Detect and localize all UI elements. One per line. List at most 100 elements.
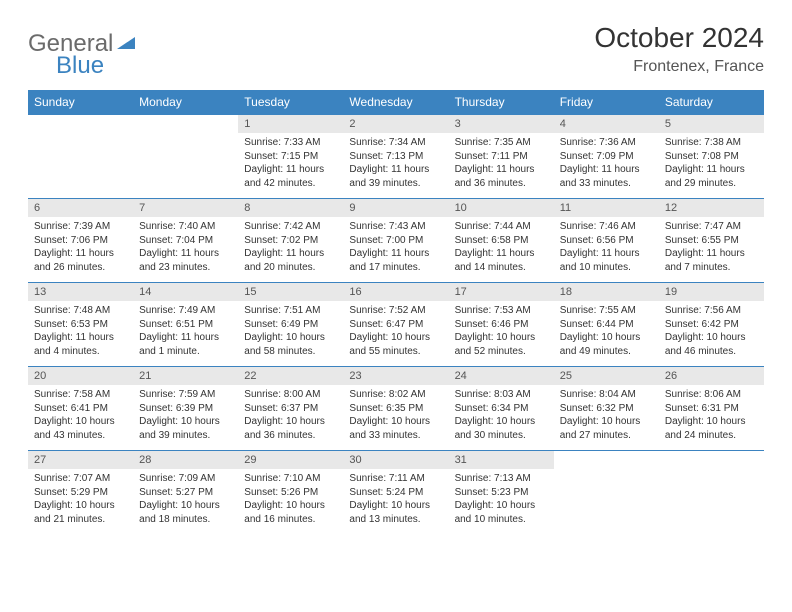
daylight-text: Daylight: 10 hours and 10 minutes. xyxy=(455,499,548,526)
sunset-text: Sunset: 7:08 PM xyxy=(665,150,758,164)
calendar-day-cell: 27Sunrise: 7:07 AMSunset: 5:29 PMDayligh… xyxy=(28,451,133,535)
sunset-text: Sunset: 6:53 PM xyxy=(34,318,127,332)
sunset-text: Sunset: 7:09 PM xyxy=(560,150,653,164)
day-details: Sunrise: 7:34 AMSunset: 7:13 PMDaylight:… xyxy=(343,133,448,196)
sunrise-text: Sunrise: 7:52 AM xyxy=(349,304,442,318)
daylight-text: Daylight: 11 hours and 1 minute. xyxy=(139,331,232,358)
sunset-text: Sunset: 6:34 PM xyxy=(455,402,548,416)
weekday-header: Tuesday xyxy=(238,90,343,115)
calendar-day-cell: 19Sunrise: 7:56 AMSunset: 6:42 PMDayligh… xyxy=(659,283,764,367)
sunrise-text: Sunrise: 7:11 AM xyxy=(349,472,442,486)
day-number: 14 xyxy=(133,283,238,301)
daylight-text: Daylight: 11 hours and 26 minutes. xyxy=(34,247,127,274)
calendar-day-cell: 17Sunrise: 7:53 AMSunset: 6:46 PMDayligh… xyxy=(449,283,554,367)
day-number: 23 xyxy=(343,367,448,385)
daylight-text: Daylight: 10 hours and 13 minutes. xyxy=(349,499,442,526)
sunset-text: Sunset: 7:02 PM xyxy=(244,234,337,248)
weekday-header: Monday xyxy=(133,90,238,115)
brand-triangle-icon xyxy=(117,35,135,54)
weekday-header: Thursday xyxy=(449,90,554,115)
day-details: Sunrise: 7:13 AMSunset: 5:23 PMDaylight:… xyxy=(449,469,554,532)
day-details: Sunrise: 8:02 AMSunset: 6:35 PMDaylight:… xyxy=(343,385,448,448)
day-details: Sunrise: 7:58 AMSunset: 6:41 PMDaylight:… xyxy=(28,385,133,448)
calendar-day-cell: 13Sunrise: 7:48 AMSunset: 6:53 PMDayligh… xyxy=(28,283,133,367)
sunset-text: Sunset: 6:55 PM xyxy=(665,234,758,248)
calendar-day-cell xyxy=(133,115,238,199)
calendar-day-cell: 21Sunrise: 7:59 AMSunset: 6:39 PMDayligh… xyxy=(133,367,238,451)
daylight-text: Daylight: 11 hours and 29 minutes. xyxy=(665,163,758,190)
brand-logo: GeneralBlue xyxy=(28,22,135,80)
sunset-text: Sunset: 5:23 PM xyxy=(455,486,548,500)
calendar-day-cell: 22Sunrise: 8:00 AMSunset: 6:37 PMDayligh… xyxy=(238,367,343,451)
day-number: 17 xyxy=(449,283,554,301)
calendar-day-cell: 20Sunrise: 7:58 AMSunset: 6:41 PMDayligh… xyxy=(28,367,133,451)
calendar-day-cell: 29Sunrise: 7:10 AMSunset: 5:26 PMDayligh… xyxy=(238,451,343,535)
daylight-text: Daylight: 10 hours and 58 minutes. xyxy=(244,331,337,358)
sunset-text: Sunset: 6:32 PM xyxy=(560,402,653,416)
page-title: October 2024 xyxy=(594,22,764,54)
day-number: 18 xyxy=(554,283,659,301)
day-number: 30 xyxy=(343,451,448,469)
sunrise-text: Sunrise: 7:40 AM xyxy=(139,220,232,234)
sunrise-text: Sunrise: 8:02 AM xyxy=(349,388,442,402)
day-details: Sunrise: 7:43 AMSunset: 7:00 PMDaylight:… xyxy=(343,217,448,280)
calendar-day-cell: 31Sunrise: 7:13 AMSunset: 5:23 PMDayligh… xyxy=(449,451,554,535)
calendar-day-cell: 6Sunrise: 7:39 AMSunset: 7:06 PMDaylight… xyxy=(28,199,133,283)
day-number: 4 xyxy=(554,115,659,133)
sunset-text: Sunset: 6:47 PM xyxy=(349,318,442,332)
daylight-text: Daylight: 11 hours and 17 minutes. xyxy=(349,247,442,274)
daylight-text: Daylight: 11 hours and 33 minutes. xyxy=(560,163,653,190)
daylight-text: Daylight: 10 hours and 43 minutes. xyxy=(34,415,127,442)
calendar-day-cell: 15Sunrise: 7:51 AMSunset: 6:49 PMDayligh… xyxy=(238,283,343,367)
sunset-text: Sunset: 5:29 PM xyxy=(34,486,127,500)
daylight-text: Daylight: 10 hours and 16 minutes. xyxy=(244,499,337,526)
calendar-day-cell: 16Sunrise: 7:52 AMSunset: 6:47 PMDayligh… xyxy=(343,283,448,367)
calendar-day-cell: 2Sunrise: 7:34 AMSunset: 7:13 PMDaylight… xyxy=(343,115,448,199)
daylight-text: Daylight: 10 hours and 24 minutes. xyxy=(665,415,758,442)
sunset-text: Sunset: 6:51 PM xyxy=(139,318,232,332)
calendar-day-cell xyxy=(554,451,659,535)
sunrise-text: Sunrise: 7:13 AM xyxy=(455,472,548,486)
day-number: 9 xyxy=(343,199,448,217)
day-number: 15 xyxy=(238,283,343,301)
day-details: Sunrise: 8:00 AMSunset: 6:37 PMDaylight:… xyxy=(238,385,343,448)
sunrise-text: Sunrise: 7:43 AM xyxy=(349,220,442,234)
day-number: 27 xyxy=(28,451,133,469)
daylight-text: Daylight: 10 hours and 27 minutes. xyxy=(560,415,653,442)
day-details: Sunrise: 7:35 AMSunset: 7:11 PMDaylight:… xyxy=(449,133,554,196)
day-details: Sunrise: 8:03 AMSunset: 6:34 PMDaylight:… xyxy=(449,385,554,448)
day-details: Sunrise: 7:38 AMSunset: 7:08 PMDaylight:… xyxy=(659,133,764,196)
day-number: 19 xyxy=(659,283,764,301)
calendar-week-row: 13Sunrise: 7:48 AMSunset: 6:53 PMDayligh… xyxy=(28,283,764,367)
sunrise-text: Sunrise: 7:55 AM xyxy=(560,304,653,318)
day-number: 28 xyxy=(133,451,238,469)
day-number: 26 xyxy=(659,367,764,385)
calendar-body: 1Sunrise: 7:33 AMSunset: 7:15 PMDaylight… xyxy=(28,115,764,535)
day-number: 29 xyxy=(238,451,343,469)
sunrise-text: Sunrise: 7:46 AM xyxy=(560,220,653,234)
sunrise-text: Sunrise: 7:39 AM xyxy=(34,220,127,234)
day-details: Sunrise: 7:36 AMSunset: 7:09 PMDaylight:… xyxy=(554,133,659,196)
daylight-text: Daylight: 10 hours and 39 minutes. xyxy=(139,415,232,442)
sunset-text: Sunset: 5:24 PM xyxy=(349,486,442,500)
daylight-text: Daylight: 11 hours and 10 minutes. xyxy=(560,247,653,274)
day-details: Sunrise: 7:33 AMSunset: 7:15 PMDaylight:… xyxy=(238,133,343,196)
sunset-text: Sunset: 6:42 PM xyxy=(665,318,758,332)
day-details: Sunrise: 7:10 AMSunset: 5:26 PMDaylight:… xyxy=(238,469,343,532)
brand-part2: Blue xyxy=(56,52,135,80)
sunset-text: Sunset: 6:37 PM xyxy=(244,402,337,416)
day-details: Sunrise: 7:48 AMSunset: 6:53 PMDaylight:… xyxy=(28,301,133,364)
day-details: Sunrise: 7:11 AMSunset: 5:24 PMDaylight:… xyxy=(343,469,448,532)
calendar-day-cell: 18Sunrise: 7:55 AMSunset: 6:44 PMDayligh… xyxy=(554,283,659,367)
calendar-day-cell: 3Sunrise: 7:35 AMSunset: 7:11 PMDaylight… xyxy=(449,115,554,199)
calendar-day-cell: 4Sunrise: 7:36 AMSunset: 7:09 PMDaylight… xyxy=(554,115,659,199)
calendar-day-cell xyxy=(659,451,764,535)
calendar-day-cell: 26Sunrise: 8:06 AMSunset: 6:31 PMDayligh… xyxy=(659,367,764,451)
weekday-header: Saturday xyxy=(659,90,764,115)
daylight-text: Daylight: 10 hours and 36 minutes. xyxy=(244,415,337,442)
sunrise-text: Sunrise: 7:58 AM xyxy=(34,388,127,402)
sunrise-text: Sunrise: 7:56 AM xyxy=(665,304,758,318)
day-details: Sunrise: 7:09 AMSunset: 5:27 PMDaylight:… xyxy=(133,469,238,532)
sunrise-text: Sunrise: 7:49 AM xyxy=(139,304,232,318)
sunset-text: Sunset: 7:06 PM xyxy=(34,234,127,248)
